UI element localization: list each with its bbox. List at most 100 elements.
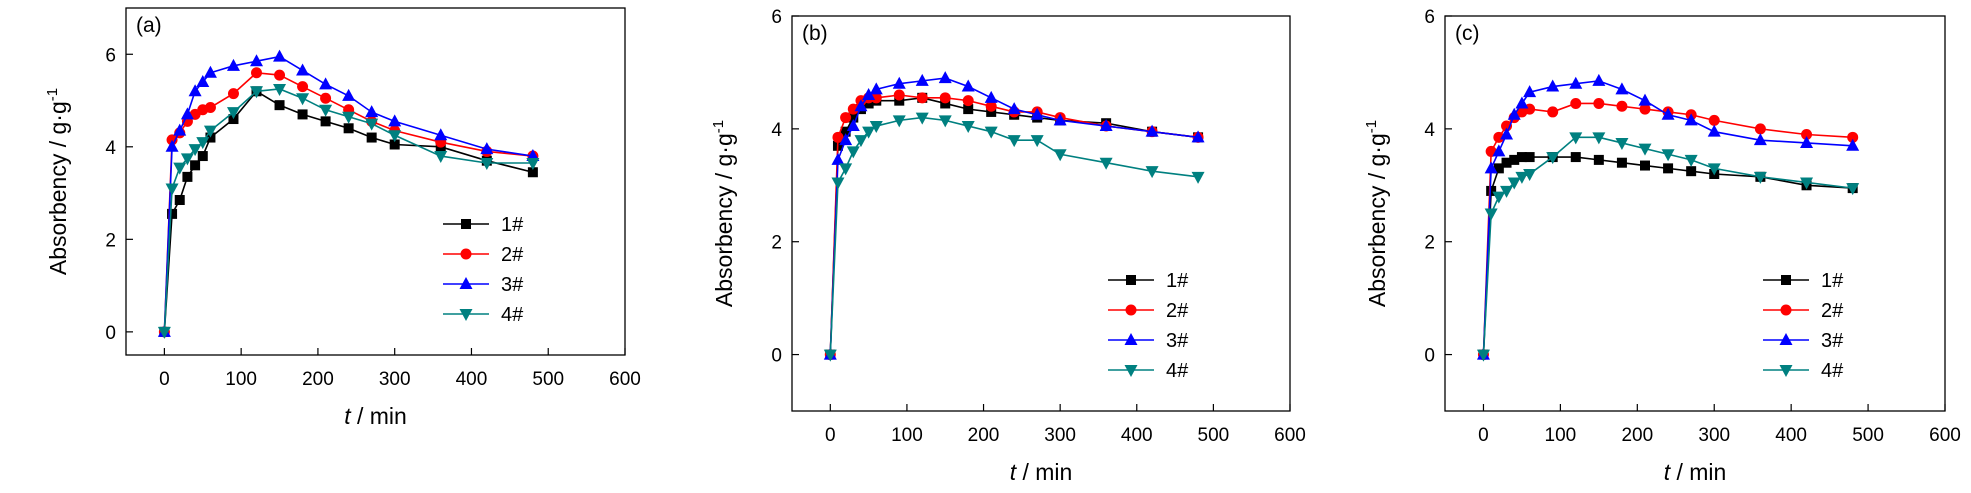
legend-marker [1125,304,1137,316]
data-point [1515,96,1529,109]
data-point [1492,144,1506,157]
x-axis-title: t / min [1010,459,1073,485]
data-point [915,112,929,125]
data-point [297,81,309,93]
data-point [1007,102,1021,115]
series-2 [158,67,539,338]
legend-label: 2# [1821,300,1844,322]
x-tick-label: 500 [1198,425,1230,446]
data-point [1593,154,1604,165]
data-point [203,125,217,138]
data-point [1569,76,1583,89]
panel-label: (c) [1455,22,1480,45]
data-point [961,79,975,92]
data-point [831,152,845,165]
data-point [365,105,379,118]
data-point [1639,103,1651,115]
data-point [188,84,202,97]
data-point [1523,169,1537,181]
x-tick-label: 600 [1274,425,1306,446]
data-point [165,139,179,152]
data-point [893,89,905,101]
data-point [190,160,201,171]
x-axis-title-unit: / min [1670,459,1726,485]
y-axis-title: Absorbency / g·g-1 [1363,120,1390,307]
data-point [227,88,239,100]
data-point [961,121,975,134]
plot-frame [791,15,1291,412]
y-tick-label: 6 [771,7,782,28]
data-point [1570,97,1582,109]
series-4 [1476,132,1860,362]
legend: 1# 2# 3# 4# [1763,270,1844,382]
y-tick-label: 0 [771,346,782,367]
data-point [962,95,974,107]
x-axis-title-variable: t [1010,459,1018,485]
data-point [848,112,859,123]
series-line [1482,156,1853,355]
x-axis-title: t / min [344,403,407,429]
x-tick-label: 300 [1698,425,1730,446]
data-point [319,77,333,90]
x-axis-title-variable: t [344,403,352,429]
data-point [296,63,310,76]
data-point [343,123,354,134]
data-point [366,132,377,143]
data-point [892,76,906,89]
x-tick-label: 0 [825,425,836,446]
data-point [167,208,178,219]
data-point [1847,131,1859,143]
data-point [226,58,240,71]
x-tick-label: 500 [1852,425,1884,446]
data-point [157,326,171,339]
data-point [180,153,194,166]
legend-label: 3# [1166,330,1189,352]
data-point [297,109,308,120]
series-line [1482,102,1853,355]
x-tick-label: 300 [1044,425,1076,446]
y-axis-title-superscript: -1 [1363,120,1380,133]
series-1 [159,86,538,337]
data-point [1846,183,1860,196]
data-point [1638,143,1652,156]
legend-label: 1# [1821,270,1844,292]
data-point [986,106,997,117]
y-axis-title-superscript: -1 [710,120,727,133]
chart-panel-b: (b) 0 100 200 300 400 500 600 0 2 4 6 t / min Absorbe… [710,7,1306,485]
data-point [938,115,952,128]
series-2 [1477,97,1859,361]
data-point [196,75,210,88]
data-point [1707,124,1721,137]
x-tick-label: 100 [1545,425,1577,446]
data-point [273,49,287,62]
data-point [204,101,216,113]
data-point [846,146,860,159]
data-point [250,54,264,67]
y-axis-title-main: Absorbency / g·g [711,133,737,307]
data-point [1640,160,1650,171]
data-point [342,111,356,124]
data-point [1191,171,1205,184]
data-point [916,92,928,104]
data-point [1099,119,1113,132]
data-point [274,100,285,111]
data-point [832,131,844,143]
data-point [863,98,874,109]
data-point [1099,157,1113,170]
data-point [1030,135,1044,148]
series-line [829,116,1199,355]
data-point [1684,154,1698,167]
x-axis-title: t / min [1664,459,1727,485]
data-point [1800,177,1814,190]
data-point [862,88,876,100]
data-point [1686,166,1697,177]
y-tick-label: 6 [1424,7,1435,28]
series-line [829,94,1199,355]
y-tick-label: 2 [771,233,782,254]
legend-label: 4# [1166,360,1189,382]
data-point [1592,132,1606,145]
legend-marker [1780,304,1792,316]
series-4 [157,83,540,339]
data-point [894,95,905,106]
